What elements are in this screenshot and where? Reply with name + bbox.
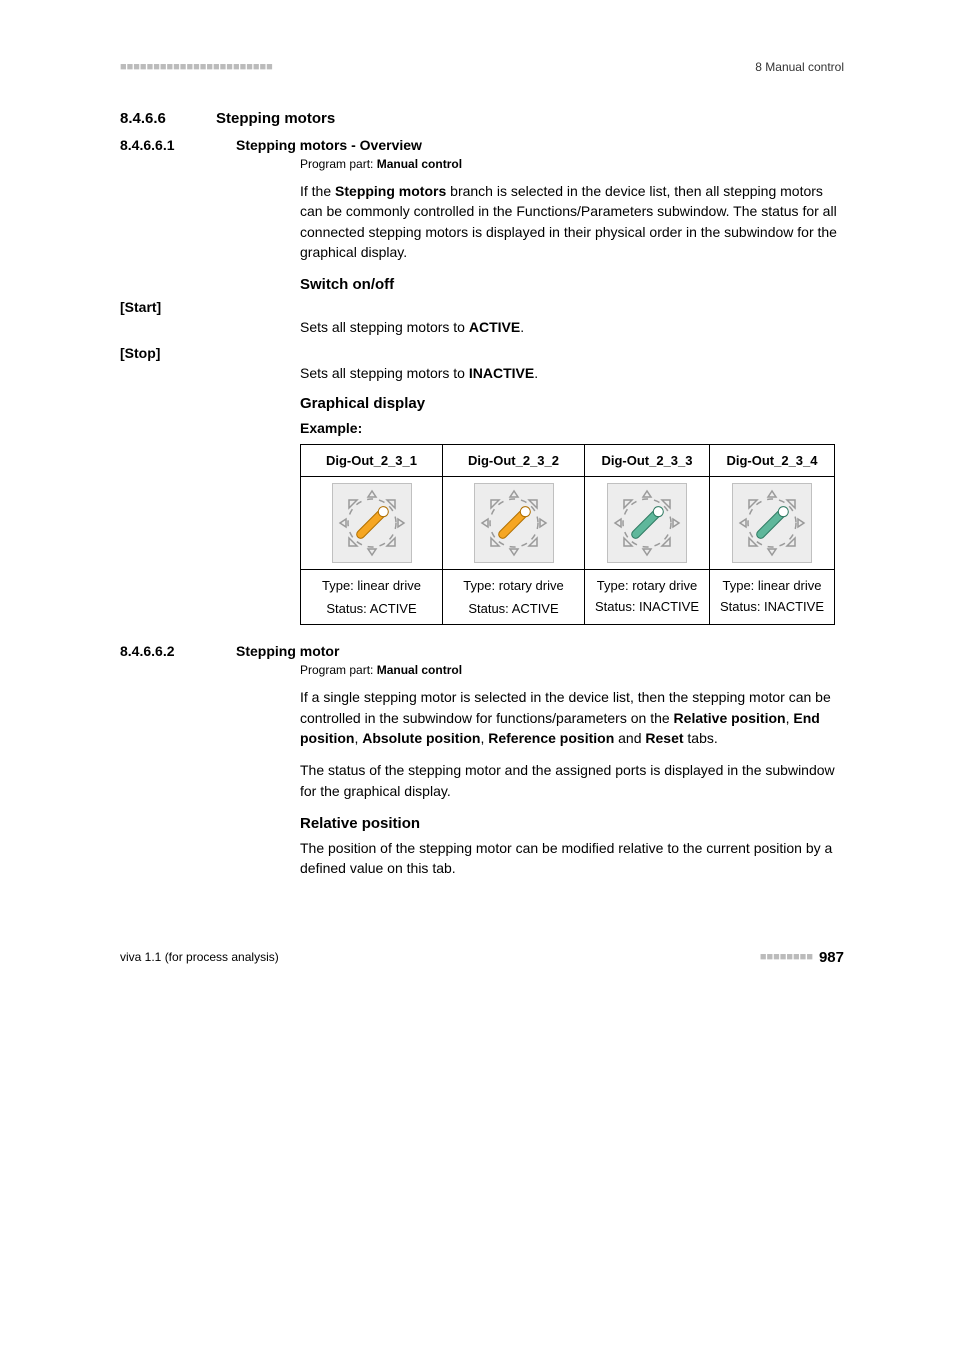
text: .	[534, 365, 538, 381]
program-part-value: Manual control	[377, 157, 462, 171]
program-part-line: Program part: Manual control	[300, 663, 844, 677]
text-bold: INACTIVE	[469, 365, 534, 381]
start-description: Sets all stepping motors to ACTIVE.	[300, 319, 844, 335]
knob-cell	[301, 477, 443, 570]
program-part-line: Program part: Manual control	[300, 157, 844, 171]
knob-cell	[443, 477, 585, 570]
type-text: Type: linear drive	[309, 578, 434, 593]
table-cell: Type: rotary drive Status: INACTIVE	[585, 570, 710, 625]
knob-icon	[474, 483, 554, 563]
status-text: Status: ACTIVE	[309, 601, 434, 616]
text: Sets all stepping motors to	[300, 365, 469, 381]
table-header-row: Dig-Out_2_3_1 Dig-Out_2_3_2 Dig-Out_2_3_…	[301, 445, 835, 477]
table-header: Dig-Out_2_3_3	[585, 445, 710, 477]
knob-cell	[585, 477, 710, 570]
heading-switch-onoff: Switch on/off	[300, 276, 844, 293]
heading-number: 8.4.6.6.2	[120, 643, 236, 659]
motor-paragraph-1: If a single stepping motor is selected i…	[300, 687, 844, 748]
status-text: Status: INACTIVE	[718, 599, 826, 614]
text-bold: Relative position	[674, 710, 786, 726]
header-chapter: 8 Manual control	[755, 60, 844, 74]
table-header: Dig-Out_2_3_4	[710, 445, 835, 477]
footer-dashes: ■■■■■■■■	[760, 951, 813, 963]
term-stop: [Stop]	[120, 345, 844, 361]
heading-title: Stepping motors	[216, 110, 335, 127]
text: tabs.	[684, 730, 718, 746]
heading-title: Stepping motor	[236, 643, 339, 659]
text-bold: Absolute position	[362, 730, 480, 746]
heading-title: Stepping motors - Overview	[236, 137, 422, 153]
example-label: Example:	[300, 418, 844, 438]
page-header: ■■■■■■■■■■■■■■■■■■■■■■■ 8 Manual control	[120, 60, 844, 74]
table-icon-row	[301, 477, 835, 570]
overview-paragraph: If the Stepping motors branch is selecte…	[300, 181, 844, 262]
type-text: Type: rotary drive	[451, 578, 576, 593]
text-bold: Reset	[645, 730, 683, 746]
status-text: Status: INACTIVE	[593, 599, 701, 614]
text-bold: Reference position	[488, 730, 614, 746]
text: .	[520, 319, 524, 335]
text-bold: Stepping motors	[335, 183, 446, 199]
table-cell: Type: linear drive Status: INACTIVE	[710, 570, 835, 625]
knob-icon	[332, 483, 412, 563]
program-part-value: Manual control	[377, 663, 462, 677]
heading-number: 8.4.6.6.1	[120, 137, 236, 153]
heading-stepping-motors: 8.4.6.6 Stepping motors	[120, 110, 844, 127]
type-text: Type: rotary drive	[593, 578, 701, 593]
text: and	[614, 730, 645, 746]
heading-overview: 8.4.6.6.1 Stepping motors - Overview	[120, 137, 844, 153]
table-cell: Type: linear drive Status: ACTIVE	[301, 570, 443, 625]
header-dashes: ■■■■■■■■■■■■■■■■■■■■■■■	[120, 61, 273, 73]
knob-icon	[607, 483, 687, 563]
table-header: Dig-Out_2_3_2	[443, 445, 585, 477]
heading-number: 8.4.6.6	[120, 110, 216, 127]
footer-page-number: 987	[819, 949, 844, 966]
knob-icon	[732, 483, 812, 563]
heading-relative-position: Relative position	[300, 815, 844, 832]
example-table: Dig-Out_2_3_1 Dig-Out_2_3_2 Dig-Out_2_3_…	[300, 444, 835, 625]
table-header: Dig-Out_2_3_1	[301, 445, 443, 477]
footer-left: viva 1.1 (for process analysis)	[120, 950, 279, 964]
text: Sets all stepping motors to	[300, 319, 469, 335]
heading-stepping-motor: 8.4.6.6.2 Stepping motor	[120, 643, 844, 659]
text-bold: ACTIVE	[469, 319, 520, 335]
motor-paragraph-2: The status of the stepping motor and the…	[300, 760, 844, 801]
table-cell: Type: rotary drive Status: ACTIVE	[443, 570, 585, 625]
text: If the	[300, 183, 335, 199]
knob-cell	[710, 477, 835, 570]
program-part-label: Program part:	[300, 663, 377, 677]
term-start: [Start]	[120, 299, 844, 315]
page-footer: viva 1.1 (for process analysis) ■■■■■■■■…	[120, 949, 844, 966]
table-info-row: Type: linear drive Status: ACTIVE Type: …	[301, 570, 835, 625]
heading-graphical-display: Graphical display	[300, 395, 844, 412]
stop-description: Sets all stepping motors to INACTIVE.	[300, 365, 844, 381]
status-text: Status: ACTIVE	[451, 601, 576, 616]
type-text: Type: linear drive	[718, 578, 826, 593]
program-part-label: Program part:	[300, 157, 377, 171]
relpos-paragraph: The position of the stepping motor can b…	[300, 838, 844, 879]
